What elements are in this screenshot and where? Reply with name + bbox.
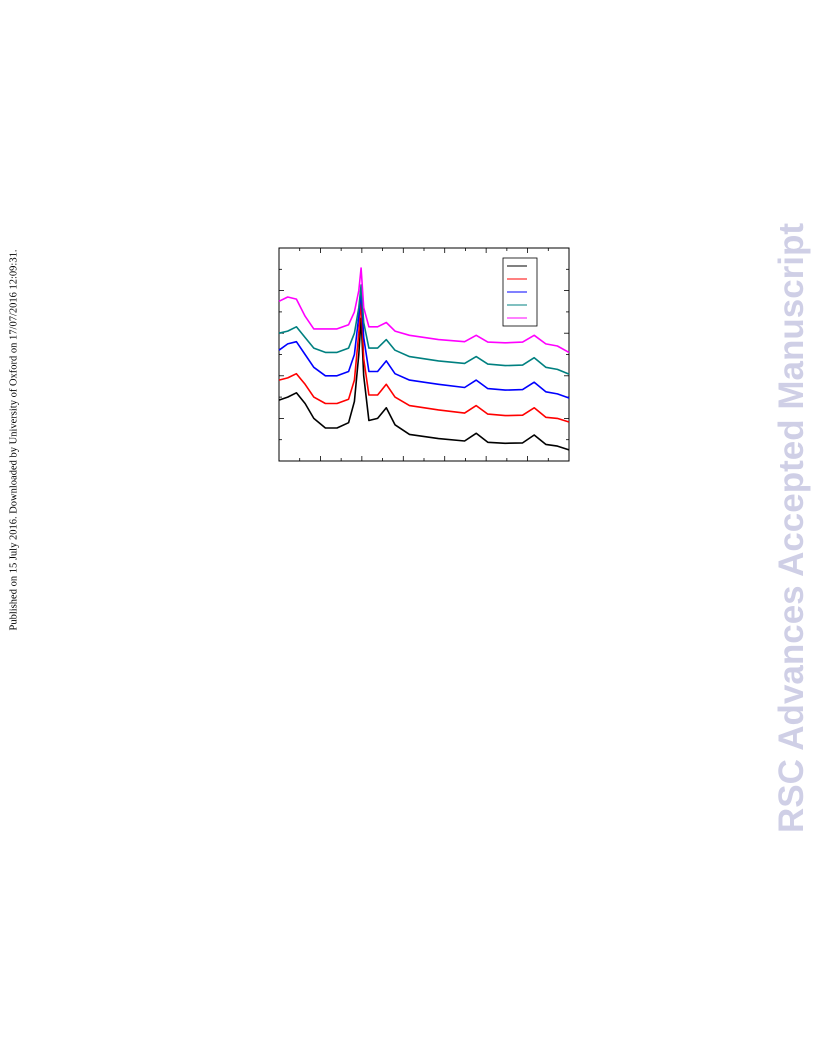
series-line [278,317,570,451]
series-line [278,299,570,423]
series-line [278,289,570,399]
series-line [278,267,570,354]
series-line [278,284,570,375]
